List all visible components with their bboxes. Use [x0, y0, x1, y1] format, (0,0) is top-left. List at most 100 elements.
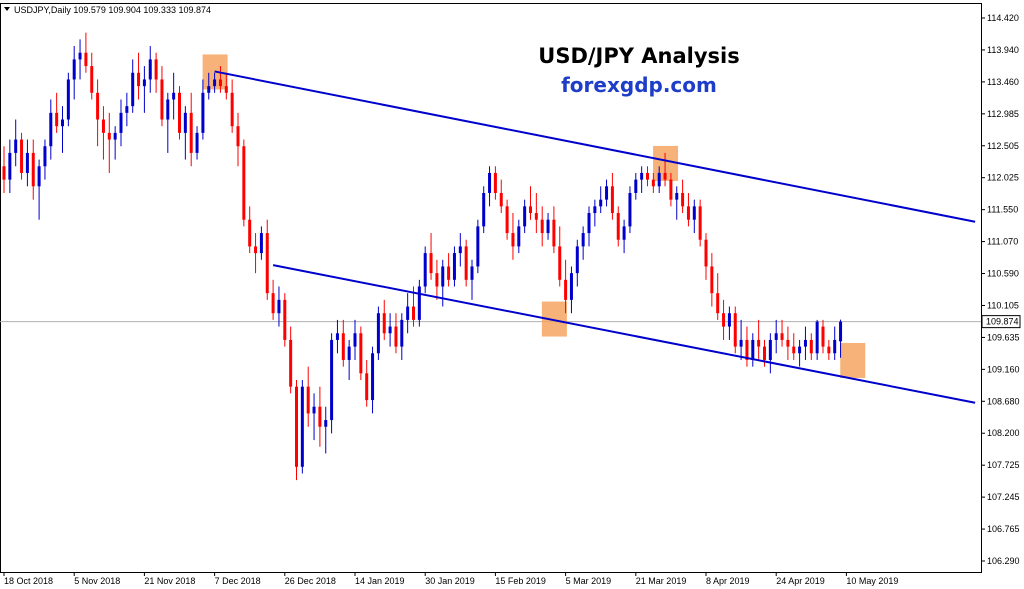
candle-body [365, 373, 369, 401]
candle-body [55, 112, 59, 127]
candle [306, 366, 310, 427]
y-tick-label: 109.160 [987, 364, 1020, 374]
candle-body [37, 166, 41, 187]
candle [20, 132, 24, 180]
candle [335, 319, 339, 354]
chart-title: USD/JPY Analysis [538, 44, 739, 68]
candle-body [394, 326, 398, 347]
candle-body [417, 286, 421, 320]
chart-menu-arrow-icon[interactable] [4, 7, 10, 11]
candle [739, 319, 743, 360]
candle [101, 106, 105, 160]
candle-body [43, 146, 47, 167]
candle-body [277, 299, 281, 314]
candle [376, 306, 380, 360]
candle [517, 219, 521, 254]
candle-body [593, 206, 597, 214]
candle [125, 92, 129, 127]
candle-body [564, 279, 568, 300]
candle-body [412, 306, 415, 320]
candle [66, 72, 70, 127]
candle-body [827, 346, 831, 354]
candle-body [335, 333, 339, 340]
candle [295, 380, 298, 481]
candle [248, 206, 252, 254]
candle [417, 279, 421, 327]
candle-body [330, 339, 334, 421]
candle-body [558, 246, 562, 280]
candle-body [160, 79, 164, 120]
candle-body [382, 313, 386, 334]
candle-body [821, 326, 825, 347]
x-tick-label: 5 Mar 2019 [566, 576, 612, 586]
candle-body [546, 219, 550, 234]
candle-body [242, 146, 246, 220]
candle-body [499, 192, 503, 207]
y-tick-label: 107.725 [987, 460, 1020, 470]
candle [166, 92, 170, 153]
candle-body [148, 59, 152, 80]
x-axis: 18 Oct 2018 5 Nov 2018 21 Nov 2018 7 Dec 20… [3, 572, 898, 586]
candle-body [429, 253, 433, 274]
x-tick-label: 24 Apr 2019 [776, 576, 825, 586]
candle-body [61, 119, 64, 127]
candle [458, 233, 462, 267]
candle-body [663, 172, 667, 180]
x-tick-label: 5 Nov 2018 [74, 576, 120, 586]
candle-body [248, 219, 252, 247]
candle-body [540, 219, 544, 234]
candle [330, 333, 334, 434]
candle [96, 79, 100, 147]
candle [271, 279, 275, 320]
candle-body [172, 92, 176, 100]
candle-body [400, 319, 404, 347]
candle [523, 199, 527, 234]
candle-body [599, 199, 603, 207]
candle [581, 226, 585, 260]
plot-area [0, 3, 982, 573]
trendlines [214, 70, 976, 404]
candle [511, 213, 515, 260]
candle-body [423, 253, 427, 287]
candle [178, 86, 181, 140]
candle-body [792, 346, 796, 354]
x-tick-label: 7 Dec 2018 [215, 576, 261, 586]
candle [610, 172, 614, 220]
candle-body [142, 79, 146, 87]
candle-body [809, 339, 813, 354]
candle [669, 172, 673, 207]
candle [8, 139, 12, 193]
y-tick-label: 112.025 [987, 173, 1019, 183]
candle-body [49, 112, 53, 147]
candle [406, 293, 410, 334]
candle [318, 386, 322, 447]
candle-body [359, 333, 363, 374]
candle-body [66, 79, 70, 120]
candle [622, 219, 626, 254]
candle-body [476, 226, 480, 267]
candle [195, 126, 199, 160]
candle [815, 319, 819, 360]
candle-body [2, 166, 6, 180]
candle [575, 239, 579, 287]
candle [382, 299, 386, 340]
candle-body [230, 92, 234, 127]
candle-body [587, 213, 591, 234]
candle [786, 326, 790, 360]
candle-body [493, 172, 497, 193]
candle [628, 186, 632, 234]
candle-body [640, 172, 644, 180]
candle [84, 32, 88, 73]
y-tick-label: 109.635 [987, 332, 1020, 342]
candle-body [669, 179, 673, 200]
candle-body [523, 206, 527, 227]
candle [400, 313, 404, 360]
candle-body [534, 213, 538, 220]
candle [435, 259, 439, 300]
candle-body [295, 386, 298, 467]
candle [646, 166, 649, 187]
candle-body [271, 293, 275, 314]
y-tick-label: 108.200 [987, 428, 1020, 438]
candle [277, 286, 281, 327]
